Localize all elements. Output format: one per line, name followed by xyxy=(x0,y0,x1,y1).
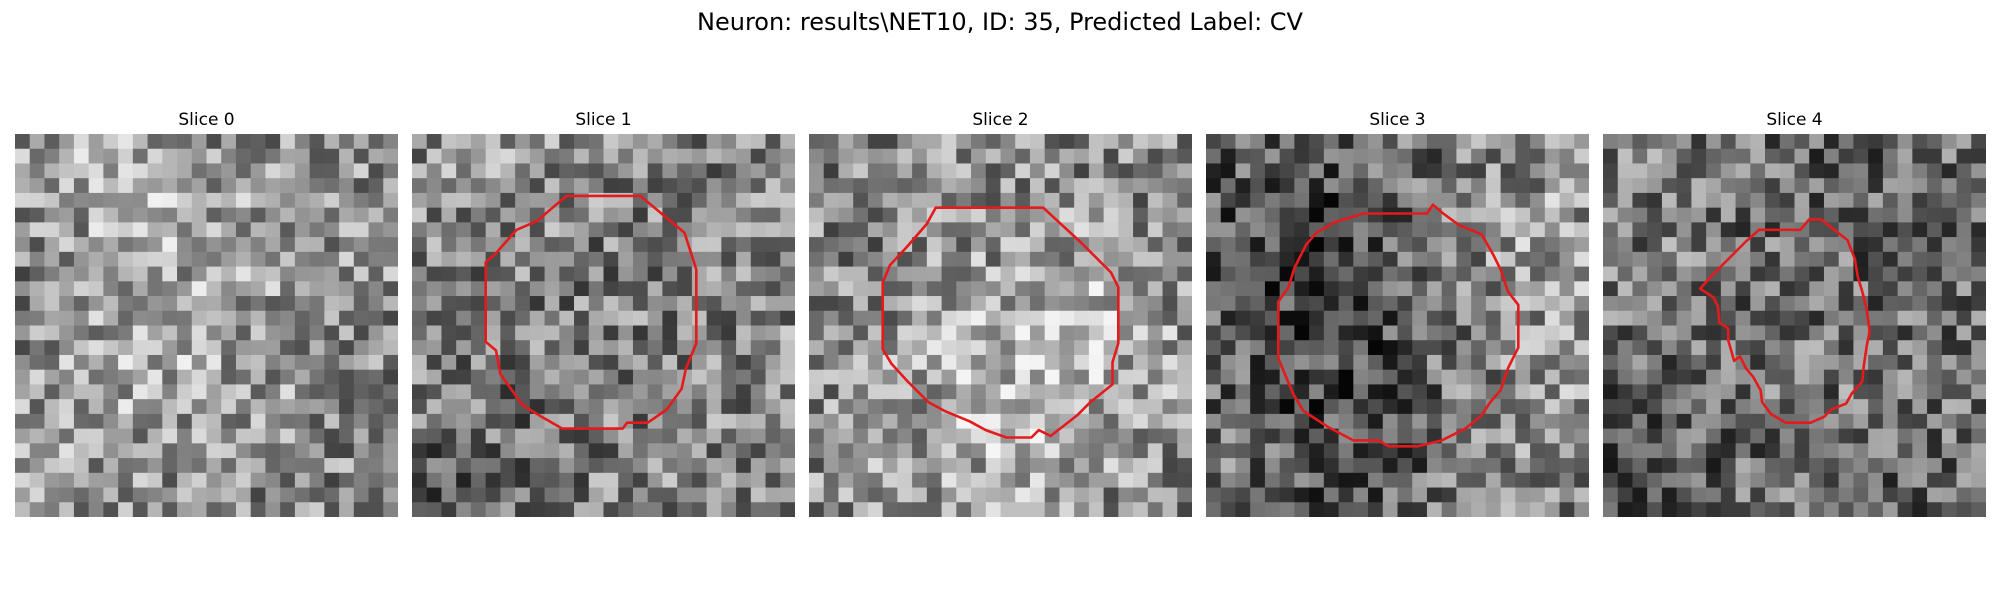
roi-contour xyxy=(881,206,1120,439)
pixel-grid xyxy=(412,134,795,517)
pixel-grid xyxy=(15,134,398,517)
slice-title: Slice 1 xyxy=(575,110,632,130)
slice-image xyxy=(1206,134,1589,517)
slice-panel-4: Slice 4 xyxy=(1603,108,1986,517)
pixel-grid xyxy=(1206,134,1589,517)
roi-contour xyxy=(484,194,698,430)
pixel-grid xyxy=(1603,134,1986,517)
slice-image xyxy=(809,134,1192,517)
slice-panel-3: Slice 3 xyxy=(1206,108,1589,517)
slice-panel-0: Slice 0 xyxy=(15,108,398,517)
figure-title: Neuron: results\NET10, ID: 35, Predicted… xyxy=(697,8,1303,36)
slice-title: Slice 0 xyxy=(178,110,235,130)
pixel-grid xyxy=(809,134,1192,517)
roi-contour xyxy=(1276,203,1520,448)
slice-image xyxy=(1603,134,1986,517)
slice-image xyxy=(412,134,795,517)
slice-panel-1: Slice 1 xyxy=(412,108,795,517)
slice-title: Slice 2 xyxy=(972,110,1029,130)
slice-image xyxy=(15,134,398,517)
slice-panel-2: Slice 2 xyxy=(809,108,1192,517)
roi-contour xyxy=(1698,218,1871,425)
slice-title: Slice 4 xyxy=(1766,110,1823,130)
slice-title: Slice 3 xyxy=(1369,110,1426,130)
